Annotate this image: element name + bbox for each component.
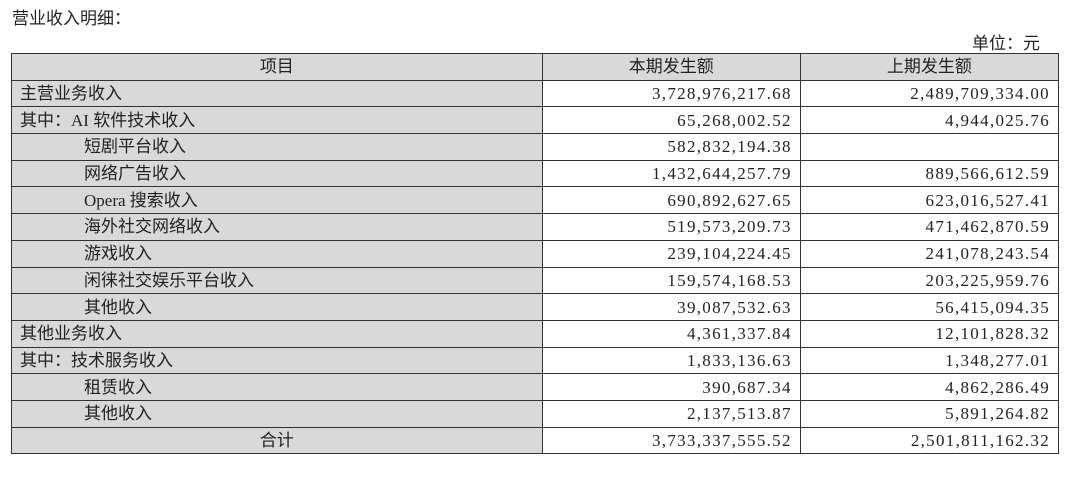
table-row: 其他收入 2,137,513.87 5,891,264.82	[11, 399, 1060, 428]
table-row: 其中：技术服务收入 1,833,136.63 1,348,277.01	[11, 346, 1060, 375]
total-label: 合计	[11, 426, 543, 455]
header-item: 项目	[11, 53, 543, 81]
table-row: 闲徕社交娱乐平台收入 159,574,168.53 203,225,959.76	[11, 266, 1060, 295]
header-previous: 上期发生额	[799, 53, 1060, 81]
table-row: 租赁收入 390,687.34 4,862,286.49	[11, 373, 1060, 401]
previous-amount: 4,944,025.76	[799, 106, 1060, 135]
row-label: 其中：AI 软件技术收入	[11, 106, 543, 135]
row-label: 游戏收入	[11, 239, 543, 268]
current-amount: 1,833,136.63	[541, 346, 801, 375]
current-amount: 239,104,224.45	[541, 239, 801, 268]
row-label: 其他收入	[11, 399, 543, 428]
table-row: 海外社交网络收入 519,573,209.73 471,462,870.59	[11, 213, 1060, 241]
total-current: 3,733,337,555.52	[541, 426, 801, 455]
previous-amount: 623,016,527.41	[799, 186, 1060, 215]
previous-amount: 203,225,959.76	[799, 266, 1060, 295]
previous-amount: 1,348,277.01	[799, 346, 1060, 375]
current-amount: 1,432,644,257.79	[541, 159, 801, 188]
current-amount: 3,728,976,217.68	[541, 79, 801, 108]
row-label: 海外社交网络收入	[11, 213, 543, 241]
current-amount: 690,892,627.65	[541, 186, 801, 215]
row-label: 其他业务收入	[11, 319, 543, 348]
table-row: 主营业务收入 3,728,976,217.68 2,489,709,334.00	[11, 79, 1060, 108]
current-amount: 159,574,168.53	[541, 266, 801, 295]
row-label: Opera 搜索收入	[11, 186, 543, 215]
unit-label: 单位：元	[972, 34, 1040, 53]
table-header-row: 项目 本期发生额 上期发生额	[11, 53, 1060, 81]
current-amount: 4,361,337.84	[541, 319, 801, 348]
row-label: 主营业务收入	[11, 79, 543, 108]
previous-amount: 2,489,709,334.00	[799, 79, 1060, 108]
current-amount: 519,573,209.73	[541, 213, 801, 241]
previous-amount: 4,862,286.49	[799, 373, 1060, 401]
header-current: 本期发生额	[541, 53, 801, 81]
previous-amount: 889,566,612.59	[799, 159, 1060, 188]
table-row: 游戏收入 239,104,224.45 241,078,243.54	[11, 239, 1060, 268]
table-row: 其中：AI 软件技术收入 65,268,002.52 4,944,025.76	[11, 106, 1060, 135]
table-row: 其他业务收入 4,361,337.84 12,101,828.32	[11, 319, 1060, 348]
row-label: 其他收入	[11, 293, 543, 321]
previous-amount: 471,462,870.59	[799, 213, 1060, 241]
table-row: 短剧平台收入 582,832,194.38	[11, 133, 1060, 161]
current-amount: 390,687.34	[541, 373, 801, 401]
current-amount: 39,087,532.63	[541, 293, 801, 321]
current-amount: 582,832,194.38	[541, 133, 801, 161]
previous-amount: 5,891,264.82	[799, 399, 1060, 428]
row-label: 短剧平台收入	[11, 133, 543, 161]
previous-amount: 12,101,828.32	[799, 319, 1060, 348]
previous-amount: 241,078,243.54	[799, 239, 1060, 268]
row-label: 网络广告收入	[11, 159, 543, 188]
table-row: Opera 搜索收入 690,892,627.65 623,016,527.41	[11, 186, 1060, 215]
section-title: 营业收入明细：	[12, 9, 131, 28]
row-label: 其中：技术服务收入	[11, 346, 543, 375]
row-label: 闲徕社交娱乐平台收入	[11, 266, 543, 295]
previous-amount	[799, 133, 1060, 161]
revenue-table: 项目 本期发生额 上期发生额 主营业务收入 3,728,976,217.68 2…	[11, 53, 1060, 455]
row-label: 租赁收入	[11, 373, 543, 401]
table-row: 其他收入 39,087,532.63 56,415,094.35	[11, 293, 1060, 321]
table-row: 网络广告收入 1,432,644,257.79 889,566,612.59	[11, 159, 1060, 188]
previous-amount: 56,415,094.35	[799, 293, 1060, 321]
total-row: 合计 3,733,337,555.52 2,501,811,162.32	[11, 426, 1060, 455]
total-previous: 2,501,811,162.32	[799, 426, 1060, 455]
current-amount: 2,137,513.87	[541, 399, 801, 428]
current-amount: 65,268,002.52	[541, 106, 801, 135]
